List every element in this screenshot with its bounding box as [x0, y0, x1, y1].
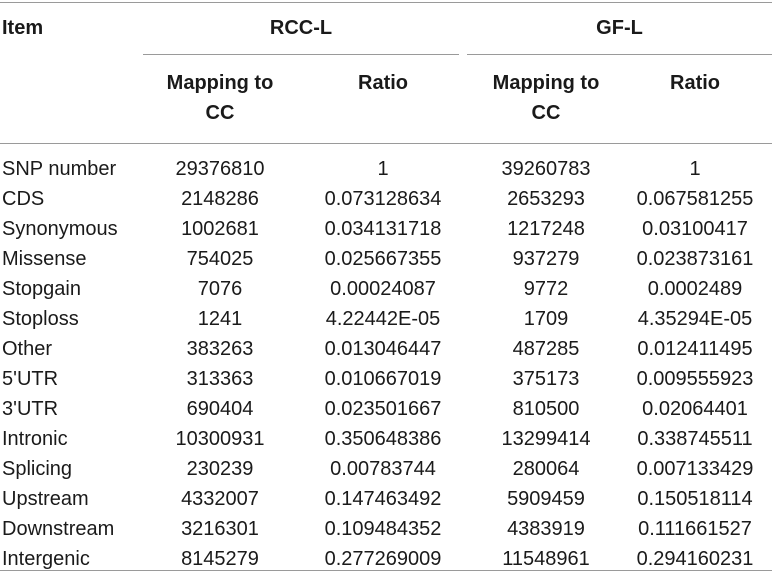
cell-rcc-mapping: 8145279	[181, 548, 259, 570]
header-item: Item	[2, 17, 44, 39]
cell-rcc-ratio: 0.013046447	[324, 338, 442, 360]
subheader-gf-mapping: Mapping to CC	[492, 72, 600, 124]
subheader-rcc-ratio: Ratio	[358, 72, 408, 94]
cell-gf-mapping: 280064	[512, 458, 580, 480]
top-rule	[0, 2, 772, 3]
cell-rcc-mapping: 754025	[186, 248, 254, 270]
cell-rcc-mapping: 690404	[186, 398, 254, 420]
cell-item: Downstream	[2, 518, 115, 540]
header-group-rcc-l: RCC-L	[269, 17, 333, 39]
cell-gf-mapping: 5909459	[507, 488, 585, 510]
cell-rcc-ratio: 0.073128634	[324, 188, 442, 210]
cell-gf-mapping: 937279	[512, 248, 580, 270]
subheader-rcc-mapping: Mapping to CC	[166, 72, 274, 124]
cell-gf-ratio: 0.294160231	[636, 548, 754, 570]
header-bottom-rule	[0, 143, 772, 144]
cell-gf-ratio: 0.067581255	[636, 188, 754, 210]
subheader-gf-ratio: Ratio	[670, 72, 720, 94]
cell-gf-ratio: 0.150518114	[637, 488, 753, 510]
cell-rcc-ratio: 0.023501667	[324, 398, 442, 420]
bottom-rule	[0, 570, 772, 571]
cell-gf-mapping: 375173	[512, 368, 580, 390]
cell-item: Intronic	[2, 428, 68, 450]
cell-gf-mapping: 1217248	[507, 218, 585, 240]
cell-item: Stoploss	[2, 308, 79, 330]
cell-rcc-ratio: 1	[377, 158, 389, 180]
cell-gf-ratio: 4.35294E-05	[637, 308, 753, 330]
cell-gf-ratio: 0.338745511	[637, 428, 753, 450]
cell-item: Intergenic	[2, 548, 90, 570]
cell-gf-mapping: 810500	[512, 398, 580, 420]
cell-gf-ratio: 0.02064401	[642, 398, 748, 420]
cell-rcc-mapping: 383263	[186, 338, 254, 360]
cell-rcc-ratio: 0.034131718	[324, 218, 442, 240]
cell-rcc-mapping: 4332007	[181, 488, 259, 510]
cell-gf-mapping: 39260783	[501, 158, 591, 180]
cell-gf-ratio: 0.012411495	[637, 338, 753, 360]
cell-rcc-mapping: 2148286	[181, 188, 259, 210]
cell-rcc-ratio: 0.147463492	[324, 488, 442, 510]
cell-rcc-mapping: 230239	[186, 458, 254, 480]
cell-item: Upstream	[2, 488, 89, 510]
cell-rcc-mapping: 29376810	[175, 158, 265, 180]
cell-gf-ratio: 0.007133429	[636, 458, 754, 480]
cell-gf-ratio: 1	[689, 158, 701, 180]
cell-gf-mapping: 1709	[523, 308, 569, 330]
group-rule-rcc-l	[143, 54, 459, 55]
cell-gf-ratio: 0.009555923	[636, 368, 754, 390]
cell-rcc-ratio: 0.277269009	[324, 548, 442, 570]
cell-rcc-mapping: 313363	[186, 368, 254, 390]
cell-rcc-ratio: 0.350648386	[324, 428, 442, 450]
cell-item: 3'UTR	[2, 398, 59, 420]
cell-rcc-mapping: 1241	[197, 308, 243, 330]
cell-gf-ratio: 0.111661527	[638, 518, 752, 540]
cell-rcc-ratio: 0.010667019	[324, 368, 442, 390]
cell-rcc-mapping: 3216301	[181, 518, 259, 540]
cell-gf-ratio: 0.03100417	[642, 218, 748, 240]
cell-gf-mapping: 487285	[512, 338, 580, 360]
cell-item: Stopgain	[2, 278, 81, 300]
cell-gf-mapping: 2653293	[507, 188, 585, 210]
cell-gf-ratio: 0.0002489	[647, 278, 743, 300]
cell-rcc-ratio: 0.109484352	[324, 518, 442, 540]
cell-gf-mapping: 13299414	[501, 428, 591, 450]
header-group-gf-l: GF-L	[596, 17, 643, 39]
cell-item: Other	[2, 338, 53, 360]
cell-rcc-ratio: 0.00024087	[330, 278, 436, 300]
cell-rcc-ratio: 4.22442E-05	[325, 308, 441, 330]
cell-item: Synonymous	[2, 218, 118, 240]
cell-item: CDS	[2, 188, 45, 210]
cell-rcc-ratio: 0.00783744	[330, 458, 436, 480]
cell-item: 5'UTR	[2, 368, 59, 390]
cell-rcc-mapping: 1002681	[181, 218, 259, 240]
group-rule-gf-l	[467, 54, 772, 55]
cell-rcc-mapping: 7076	[197, 278, 243, 300]
cell-item: Splicing	[2, 458, 73, 480]
cell-gf-mapping: 4383919	[507, 518, 585, 540]
cell-item: Missense	[2, 248, 87, 270]
cell-rcc-mapping: 10300931	[175, 428, 265, 450]
cell-rcc-ratio: 0.025667355	[324, 248, 442, 270]
cell-gf-mapping: 9772	[523, 278, 569, 300]
cell-item: SNP number	[2, 158, 117, 180]
cell-gf-ratio: 0.023873161	[636, 248, 754, 270]
cell-gf-mapping: 11548961	[502, 548, 590, 570]
